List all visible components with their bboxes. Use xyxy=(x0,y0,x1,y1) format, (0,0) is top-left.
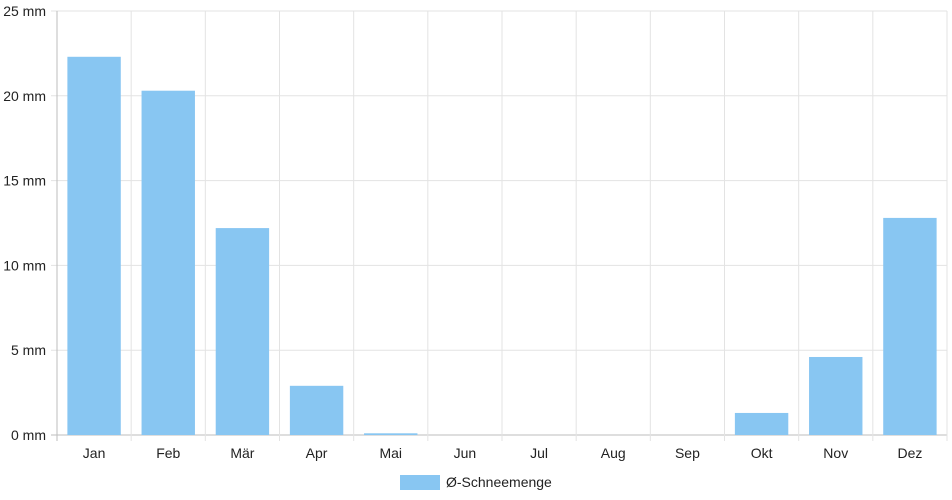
x-axis: Jan Feb Mär Apr Mai Jun Jul Aug Sep Okt Nov Dez xyxy=(83,445,923,461)
bar-okt[interactable] xyxy=(734,412,789,435)
y-tick-label: 25 mm xyxy=(3,3,46,19)
bar-jan[interactable] xyxy=(67,56,121,436)
x-tick-label: Jan xyxy=(83,445,106,461)
x-tick-label: Okt xyxy=(751,445,773,461)
y-tick-label: 10 mm xyxy=(3,257,46,273)
bars xyxy=(67,56,937,436)
x-tick-label: Mär xyxy=(230,445,254,461)
bar-feb[interactable] xyxy=(141,90,195,435)
grid-lines xyxy=(51,10,948,441)
y-tick-label: 0 mm xyxy=(11,427,46,443)
y-tick-label: 15 mm xyxy=(3,173,46,189)
bar-apr[interactable] xyxy=(289,385,344,435)
x-tick-label: Dez xyxy=(897,445,922,461)
x-tick-label: Jul xyxy=(530,445,548,461)
y-axis: 0 mm 5 mm 10 mm 15 mm 20 mm 25 mm xyxy=(3,3,46,443)
bar-mai[interactable] xyxy=(364,433,418,435)
x-tick-label: Nov xyxy=(823,445,848,461)
bar-mär[interactable] xyxy=(215,228,270,435)
legend-label[interactable]: Ø-Schneemenge xyxy=(446,474,552,490)
bar-nov[interactable] xyxy=(809,356,863,435)
x-tick-label: Mai xyxy=(379,445,402,461)
x-tick-label: Feb xyxy=(156,445,180,461)
y-tick-label: 20 mm xyxy=(3,88,46,104)
x-tick-label: Jun xyxy=(454,445,477,461)
x-tick-label: Sep xyxy=(675,445,700,461)
y-tick-label: 5 mm xyxy=(11,342,46,358)
legend-swatch[interactable] xyxy=(400,475,440,490)
bar-dez[interactable] xyxy=(883,217,937,435)
legend[interactable]: Ø-Schneemenge xyxy=(400,474,552,490)
x-tick-label: Apr xyxy=(306,445,328,461)
x-tick-label: Aug xyxy=(601,445,626,461)
